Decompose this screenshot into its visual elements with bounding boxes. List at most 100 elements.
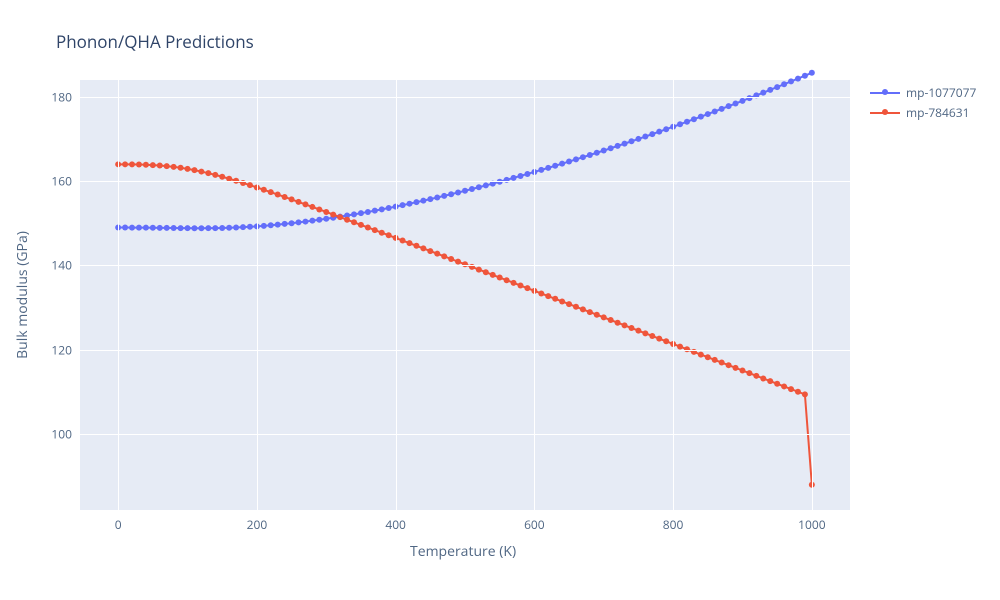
series-line-mp-784631[interactable] <box>118 164 812 484</box>
series-marker-mp-1077077[interactable] <box>760 90 766 96</box>
series-marker-mp-784631[interactable] <box>365 224 371 230</box>
series-marker-mp-784631[interactable] <box>330 212 336 218</box>
series-marker-mp-784631[interactable] <box>427 248 433 254</box>
series-marker-mp-1077077[interactable] <box>157 225 163 231</box>
series-marker-mp-784631[interactable] <box>726 362 732 368</box>
series-marker-mp-1077077[interactable] <box>774 84 780 90</box>
series-marker-mp-1077077[interactable] <box>212 225 218 231</box>
series-marker-mp-1077077[interactable] <box>323 216 329 222</box>
series-marker-mp-1077077[interactable] <box>247 224 253 230</box>
series-marker-mp-1077077[interactable] <box>309 218 315 224</box>
series-marker-mp-1077077[interactable] <box>566 159 572 165</box>
series-marker-mp-1077077[interactable] <box>691 116 697 122</box>
series-marker-mp-1077077[interactable] <box>372 208 378 214</box>
series-marker-mp-1077077[interactable] <box>726 103 732 109</box>
series-marker-mp-784631[interactable] <box>261 187 267 193</box>
series-marker-mp-1077077[interactable] <box>240 224 246 230</box>
series-marker-mp-784631[interactable] <box>247 182 253 188</box>
series-marker-mp-1077077[interactable] <box>642 134 648 140</box>
series-marker-mp-784631[interactable] <box>781 383 787 389</box>
series-marker-mp-784631[interactable] <box>635 328 641 334</box>
legend-item-mp-1077077[interactable]: mp-1077077 <box>870 82 976 102</box>
series-marker-mp-1077077[interactable] <box>462 188 468 194</box>
series-marker-mp-784631[interactable] <box>656 336 662 342</box>
legend-item-mp-784631[interactable]: mp-784631 <box>870 102 976 122</box>
series-marker-mp-1077077[interactable] <box>622 141 628 147</box>
series-marker-mp-1077077[interactable] <box>400 202 406 208</box>
series-marker-mp-1077077[interactable] <box>268 222 274 228</box>
series-marker-mp-784631[interactable] <box>601 314 607 320</box>
plot-area[interactable] <box>80 80 850 510</box>
series-marker-mp-784631[interactable] <box>198 169 204 175</box>
series-marker-mp-784631[interactable] <box>143 162 149 168</box>
series-marker-mp-784631[interactable] <box>476 267 482 273</box>
series-marker-mp-1077077[interactable] <box>282 221 288 227</box>
series-marker-mp-784631[interactable] <box>628 325 634 331</box>
series-marker-mp-1077077[interactable] <box>122 225 128 231</box>
series-marker-mp-784631[interactable] <box>642 330 648 336</box>
series-marker-mp-784631[interactable] <box>649 333 655 339</box>
series-marker-mp-1077077[interactable] <box>379 206 385 212</box>
series-marker-mp-784631[interactable] <box>760 375 766 381</box>
series-marker-mp-784631[interactable] <box>372 227 378 233</box>
series-marker-mp-784631[interactable] <box>774 381 780 387</box>
series-marker-mp-1077077[interactable] <box>476 184 482 190</box>
series-marker-mp-784631[interactable] <box>386 232 392 238</box>
series-marker-mp-784631[interactable] <box>559 298 565 304</box>
series-marker-mp-1077077[interactable] <box>795 76 801 82</box>
series-marker-mp-1077077[interactable] <box>143 225 149 231</box>
series-marker-mp-1077077[interactable] <box>628 138 634 144</box>
series-marker-mp-784631[interactable] <box>566 301 572 307</box>
series-marker-mp-1077077[interactable] <box>296 219 302 225</box>
series-marker-mp-1077077[interactable] <box>698 114 704 120</box>
series-marker-mp-1077077[interactable] <box>608 145 614 151</box>
series-marker-mp-1077077[interactable] <box>233 225 239 231</box>
series-marker-mp-1077077[interactable] <box>455 190 461 196</box>
series-marker-mp-1077077[interactable] <box>511 175 517 181</box>
series-marker-mp-784631[interactable] <box>185 166 191 172</box>
series-marker-mp-784631[interactable] <box>594 312 600 318</box>
series-marker-mp-1077077[interactable] <box>129 225 135 231</box>
series-marker-mp-1077077[interactable] <box>552 163 558 169</box>
series-marker-mp-784631[interactable] <box>275 192 281 198</box>
series-marker-mp-1077077[interactable] <box>469 186 475 192</box>
series-marker-mp-784631[interactable] <box>767 378 773 384</box>
series-marker-mp-784631[interactable] <box>136 162 142 168</box>
series-marker-mp-1077077[interactable] <box>261 223 267 229</box>
series-marker-mp-784631[interactable] <box>302 201 308 207</box>
series-marker-mp-1077077[interactable] <box>705 111 711 117</box>
series-marker-mp-1077077[interactable] <box>386 205 392 211</box>
series-marker-mp-784631[interactable] <box>191 167 197 173</box>
series-marker-mp-784631[interactable] <box>296 199 302 205</box>
series-marker-mp-784631[interactable] <box>552 296 558 302</box>
series-marker-mp-1077077[interactable] <box>594 150 600 156</box>
series-marker-mp-784631[interactable] <box>753 373 759 379</box>
series-marker-mp-1077077[interactable] <box>483 182 489 188</box>
series-marker-mp-784631[interactable] <box>157 162 163 168</box>
series-marker-mp-784631[interactable] <box>677 344 683 350</box>
series-marker-mp-1077077[interactable] <box>226 225 232 231</box>
series-marker-mp-784631[interactable] <box>268 189 274 195</box>
series-marker-mp-1077077[interactable] <box>663 126 669 132</box>
series-marker-mp-1077077[interactable] <box>420 198 426 204</box>
series-marker-mp-1077077[interactable] <box>150 225 156 231</box>
series-marker-mp-784631[interactable] <box>545 293 551 299</box>
series-marker-mp-784631[interactable] <box>788 386 794 392</box>
series-marker-mp-1077077[interactable] <box>788 78 794 84</box>
series-marker-mp-784631[interactable] <box>663 338 669 344</box>
series-marker-mp-1077077[interactable] <box>517 173 523 179</box>
series-marker-mp-1077077[interactable] <box>739 98 745 104</box>
series-marker-mp-784631[interactable] <box>358 222 364 228</box>
series-marker-mp-784631[interactable] <box>705 354 711 360</box>
series-marker-mp-1077077[interactable] <box>136 225 142 231</box>
series-marker-mp-1077077[interactable] <box>316 217 322 223</box>
series-marker-mp-784631[interactable] <box>622 322 628 328</box>
series-marker-mp-1077077[interactable] <box>219 225 225 231</box>
series-marker-mp-784631[interactable] <box>316 206 322 212</box>
series-marker-mp-784631[interactable] <box>178 165 184 171</box>
series-marker-mp-784631[interactable] <box>129 161 135 167</box>
series-marker-mp-1077077[interactable] <box>205 225 211 231</box>
series-marker-mp-784631[interactable] <box>344 217 350 223</box>
series-marker-mp-784631[interactable] <box>171 164 177 170</box>
series-marker-mp-784631[interactable] <box>323 209 329 215</box>
